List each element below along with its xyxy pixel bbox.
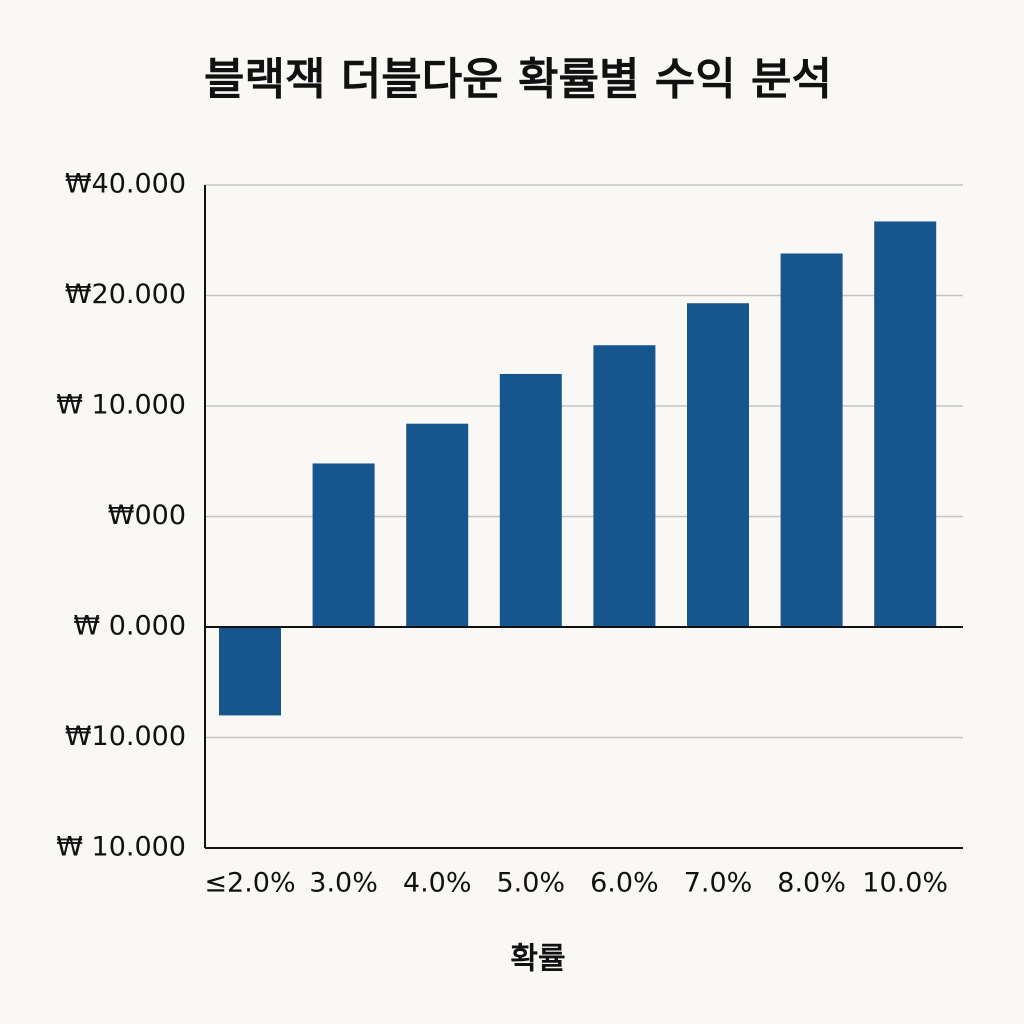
y-tick-label: ₩20.000 [65, 279, 186, 310]
x-tick-label: 3.0% [309, 868, 378, 899]
x-tick-label: 8.0% [777, 868, 846, 899]
x-tick-label: 4.0% [403, 868, 472, 899]
bar [219, 627, 281, 716]
bar [780, 253, 843, 627]
y-tick-label: ₩ 0.000 [73, 611, 186, 642]
x-axis-title: 확률 [510, 942, 565, 977]
y-tick-label: ₩ 10.000 [56, 390, 186, 421]
y-tick-label: ₩ 10.000 [56, 832, 186, 863]
bar [499, 373, 562, 627]
x-tick-label: 5.0% [496, 868, 565, 899]
y-tick-label: ₩40.000 [65, 169, 186, 200]
bar [687, 303, 749, 627]
bar [406, 423, 469, 627]
x-tick-label: 10.0% [862, 868, 948, 899]
y-tick-label: ₩000 [108, 500, 186, 531]
chart-title: 블랙잭 더블다운 확률별 수익 분석 [204, 54, 832, 105]
x-tick-label: ≤2.0% [204, 868, 295, 899]
y-tick-label: ₩10.000 [65, 721, 186, 752]
x-tick-label: 7.0% [684, 868, 753, 899]
bar [874, 221, 937, 627]
bar [593, 345, 656, 627]
bar [312, 463, 375, 627]
x-tick-label: 6.0% [590, 868, 659, 899]
